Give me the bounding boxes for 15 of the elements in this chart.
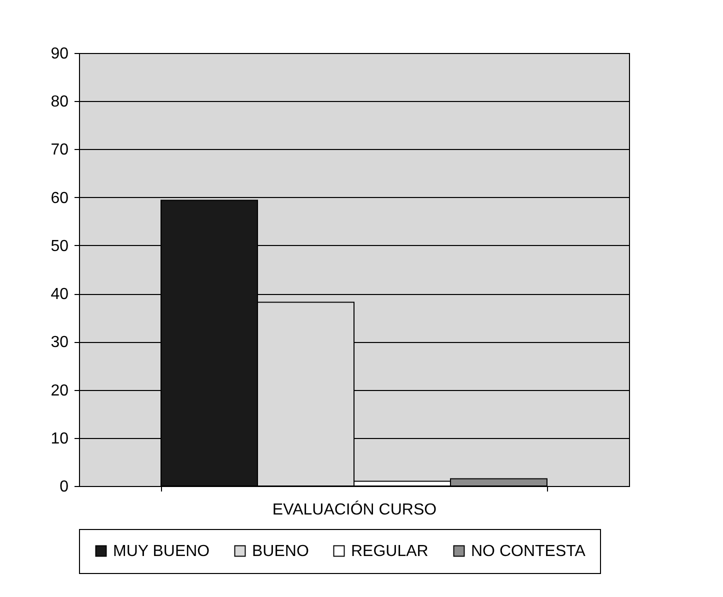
legend-label: MUY BUENO <box>113 543 210 560</box>
y-tick-label: 70 <box>50 142 69 159</box>
y-tick-label: 20 <box>50 382 69 400</box>
y-tick-label: 60 <box>50 190 69 207</box>
legend-label: BUENO <box>252 543 309 560</box>
y-tick-label: 90 <box>50 46 69 62</box>
y-tick-label: 50 <box>50 238 69 255</box>
legend-label: NO CONTESTA <box>471 543 586 560</box>
y-tick-label: 30 <box>50 334 69 352</box>
y-tick-label: 80 <box>50 94 69 111</box>
legend-label: REGULAR <box>351 543 428 560</box>
y-tick-label: 10 <box>50 430 69 448</box>
y-tick-label: 40 <box>50 286 69 304</box>
y-tick-label: 0 <box>60 478 69 496</box>
x-tick-label: EVALUACIÓN CURSO <box>272 500 437 518</box>
